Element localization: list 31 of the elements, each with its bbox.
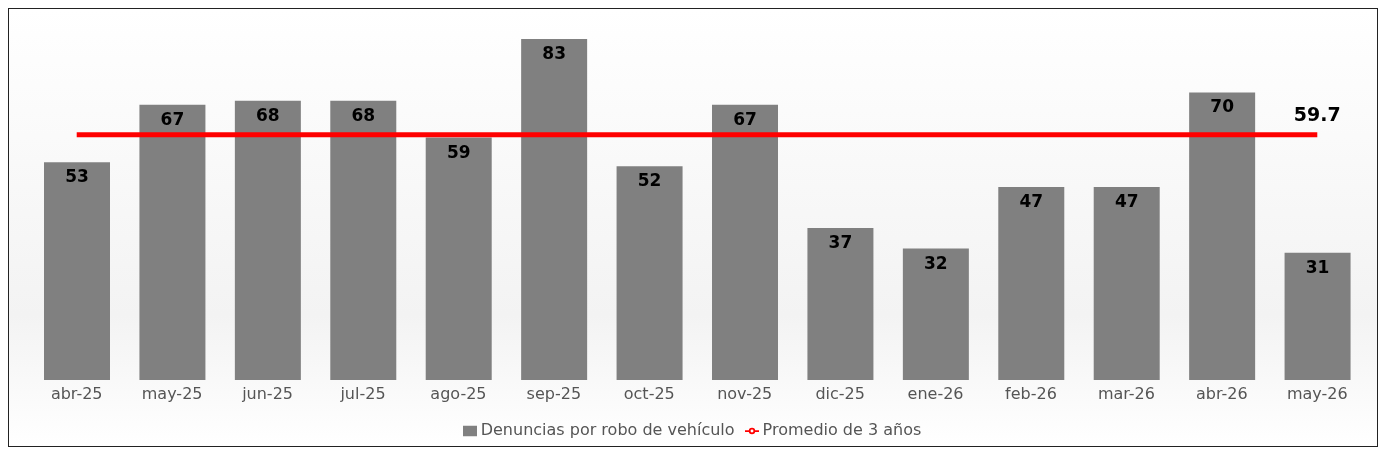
x-tick-label: nov-25 (717, 384, 773, 404)
x-tick-label: oct-25 (623, 384, 675, 404)
data-label: 59.7 (1293, 102, 1341, 125)
x-tick-label: jul-25 (339, 384, 386, 404)
data-label: 83 (542, 43, 566, 63)
legend-label: Promedio de 3 años (762, 420, 922, 439)
x-tick-label: may-25 (141, 384, 203, 404)
data-label: 47 (1019, 190, 1044, 211)
data-label: 52 (637, 170, 662, 191)
x-tick-label: jun-25 (241, 384, 293, 404)
data-label: 68 (351, 104, 376, 125)
x-tick-label: may-26 (1286, 384, 1348, 404)
x-tick-label: abr-26 (1196, 384, 1248, 404)
x-tick-label: feb-26 (1005, 384, 1057, 404)
x-tick-label: ago-25 (430, 384, 487, 404)
data-label: 32 (924, 252, 948, 273)
data-label: 31 (1305, 256, 1330, 277)
x-tick-label: mar-26 (1097, 384, 1155, 404)
data-label: 37 (828, 231, 853, 252)
x-tick-label: abr-25 (50, 384, 103, 404)
data-label: 53 (65, 166, 89, 187)
data-label: 67 (733, 108, 757, 129)
data-label: 68 (256, 104, 280, 125)
legend-label: Denuncias por robo de vehículo (480, 420, 735, 439)
x-tick-label: dic-25 (815, 384, 865, 404)
data-label: 70 (1210, 96, 1235, 117)
data-label: 67 (160, 108, 185, 129)
data-label: 59 (446, 141, 471, 162)
x-tick-label: sep-25 (526, 384, 582, 404)
x-tick-label: ene-26 (907, 384, 964, 404)
data-label: 47 (1114, 190, 1139, 211)
